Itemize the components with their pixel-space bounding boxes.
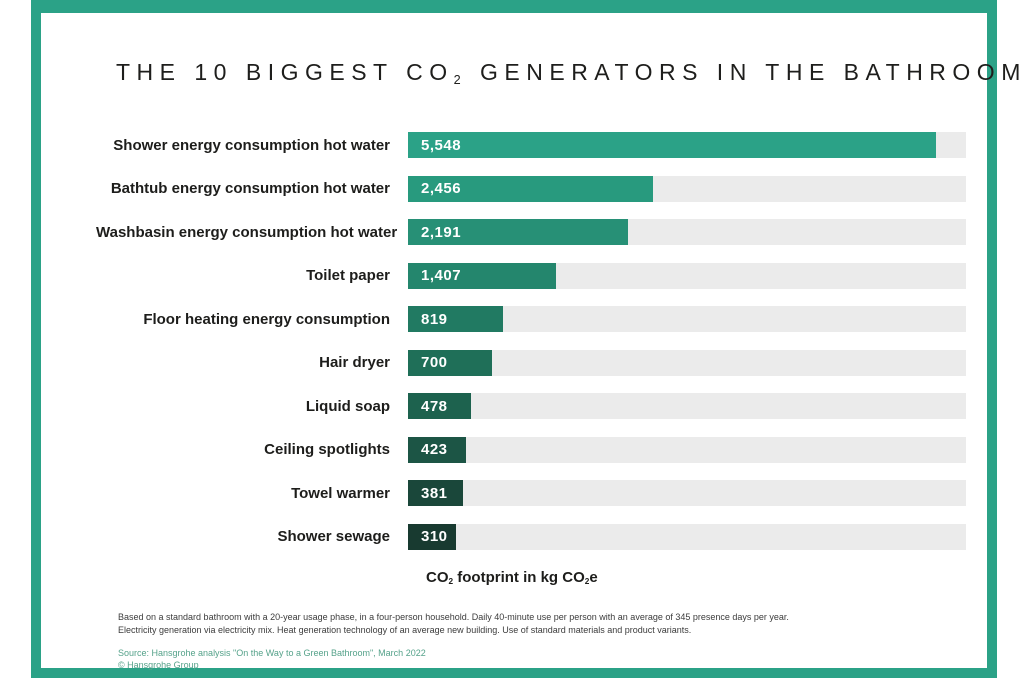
chart-row: Towel warmer 381 xyxy=(96,480,984,506)
chart-row: Floor heating energy consumption 819 xyxy=(96,306,984,332)
axis-label-subscript: 2 xyxy=(448,577,454,587)
footnote-line-2: Electricity generation via electricity m… xyxy=(118,624,692,635)
category-label: Towel warmer xyxy=(291,484,390,502)
bar-track: 1,407 xyxy=(408,262,966,289)
axis-label-subscript: 2 xyxy=(584,577,590,587)
bar: 381 xyxy=(408,480,463,506)
bar-value-label: 700 xyxy=(421,354,448,371)
bar-value-label: 423 xyxy=(421,441,448,458)
bar: 1,407 xyxy=(408,262,557,289)
chart-title: THE 10 BIGGEST CO2 GENERATORS IN THE BAT… xyxy=(116,59,1024,87)
category-label: Shower energy consumption hot water xyxy=(113,136,390,154)
axis-label-text: footprint in kg CO xyxy=(453,569,585,586)
bar-track: 2,456 xyxy=(408,175,966,202)
chart-row: Liquid soap 478 xyxy=(96,393,984,419)
source-attribution: Source: Hansgrohe analysis "On the Way t… xyxy=(118,647,426,671)
chart-row: Shower energy consumption hot water 5,548 xyxy=(96,132,984,158)
category-label: Bathtub energy consumption hot water xyxy=(110,180,390,197)
bar: 5,548 xyxy=(408,132,936,158)
x-axis-label: CO2 footprint in kg CO2e xyxy=(426,569,598,586)
bar-value-label: 5,548 xyxy=(421,136,462,154)
bar-track: 700 xyxy=(408,349,966,376)
category-label: Washbasin energy consumption hot water xyxy=(96,223,398,241)
chart-row: Washbasin energy consumption hot water 2,… xyxy=(96,219,984,245)
bar: 478 xyxy=(408,393,472,419)
bar-value-label: 1,407 xyxy=(421,267,462,284)
bar-value-label: 2,191 xyxy=(421,223,462,241)
bar-value-label: 310 xyxy=(421,528,448,545)
bar: 2,191 xyxy=(408,219,629,245)
bar-value-label: 819 xyxy=(421,310,448,328)
category-label: Floor heating energy consumption xyxy=(143,310,390,328)
title-text-post: GENERATORS IN THE BATHROOM xyxy=(467,59,1024,85)
footnote: Based on a standard bathroom with a 20-y… xyxy=(118,611,789,636)
bar-track: 5,548 xyxy=(408,132,966,158)
chart-row: Hair dryer 700 xyxy=(96,349,984,376)
bar-track: 381 xyxy=(408,480,966,506)
category-label: Ceiling spotlights xyxy=(264,441,390,458)
source-line: Source: Hansgrohe analysis "On the Way t… xyxy=(118,648,426,658)
axis-label-text: CO xyxy=(426,569,449,586)
bar: 819 xyxy=(408,306,503,332)
bar-track: 2,191 xyxy=(408,219,966,245)
bar-track: 423 xyxy=(408,436,966,463)
bar-track: 478 xyxy=(408,393,966,419)
bar-value-label: 2,456 xyxy=(421,180,462,197)
bar: 423 xyxy=(408,436,467,463)
teal-border-frame: THE 10 BIGGEST CO2 GENERATORS IN THE BAT… xyxy=(31,0,1020,678)
bar-value-label: 478 xyxy=(421,397,448,415)
bar-chart: Shower energy consumption hot water 5,548… xyxy=(96,132,984,550)
title-subscript: 2 xyxy=(453,72,468,87)
chart-row: Shower sewage 310 xyxy=(96,523,984,550)
axis-label-text: e xyxy=(589,569,598,586)
bar-track: 819 xyxy=(408,306,966,332)
bar-value-label: 381 xyxy=(421,484,448,502)
chart-row: Ceiling spotlights 423 xyxy=(96,436,984,463)
title-text-pre: THE 10 BIGGEST CO xyxy=(116,59,454,85)
bar: 310 xyxy=(408,523,456,550)
category-label: Toilet paper xyxy=(306,267,390,284)
category-label: Shower sewage xyxy=(277,528,390,545)
copyright-line: © Hansgrohe Group xyxy=(118,660,199,670)
footnote-line-1: Based on a standard bathroom with a 20-y… xyxy=(118,612,789,622)
category-label: Hair dryer xyxy=(319,354,390,371)
bar: 700 xyxy=(408,349,492,376)
chart-row: Bathtub energy consumption hot water 2,45… xyxy=(96,175,984,202)
chart-row: Toilet paper 1,407 xyxy=(96,262,984,289)
category-label: Liquid soap xyxy=(305,397,390,415)
bar: 2,456 xyxy=(408,175,653,202)
bar-track: 310 xyxy=(408,523,966,550)
